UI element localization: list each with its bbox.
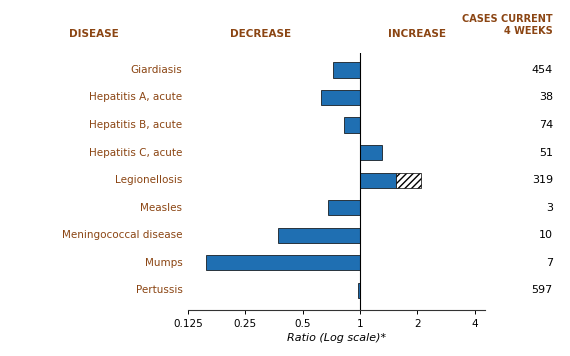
Text: 7: 7 bbox=[546, 258, 553, 268]
Text: 38: 38 bbox=[539, 93, 553, 103]
Text: INCREASE: INCREASE bbox=[388, 29, 446, 39]
Text: CASES CURRENT
4 WEEKS: CASES CURRENT 4 WEEKS bbox=[462, 14, 553, 36]
Text: Hepatitis C, acute: Hepatitis C, acute bbox=[89, 148, 182, 158]
Bar bbox=[333, 62, 360, 78]
X-axis label: Ratio (Log scale)*: Ratio (Log scale)* bbox=[287, 333, 386, 343]
Text: 454: 454 bbox=[532, 65, 553, 75]
Text: Mumps: Mumps bbox=[145, 258, 182, 268]
Bar bbox=[320, 90, 360, 105]
Text: 74: 74 bbox=[539, 120, 553, 130]
Bar bbox=[357, 283, 360, 298]
Bar bbox=[396, 173, 421, 188]
Text: Hepatitis A, acute: Hepatitis A, acute bbox=[89, 93, 182, 103]
Bar bbox=[328, 200, 360, 215]
Text: Meningococcal disease: Meningococcal disease bbox=[62, 230, 182, 240]
Text: Hepatitis B, acute: Hepatitis B, acute bbox=[89, 120, 182, 130]
Text: 3: 3 bbox=[546, 203, 553, 213]
Text: 10: 10 bbox=[539, 230, 553, 240]
Bar bbox=[344, 117, 360, 133]
Bar bbox=[360, 173, 396, 188]
Text: Measles: Measles bbox=[140, 203, 182, 213]
Text: DISEASE: DISEASE bbox=[69, 29, 119, 39]
Bar bbox=[360, 145, 382, 160]
Bar bbox=[278, 228, 360, 243]
Text: DECREASE: DECREASE bbox=[230, 29, 291, 39]
Text: Giardiasis: Giardiasis bbox=[131, 65, 182, 75]
Text: 597: 597 bbox=[532, 286, 553, 295]
Bar bbox=[206, 255, 360, 271]
Text: Legionellosis: Legionellosis bbox=[115, 175, 182, 185]
Text: 319: 319 bbox=[532, 175, 553, 185]
Text: 51: 51 bbox=[539, 148, 553, 158]
Text: Pertussis: Pertussis bbox=[136, 286, 182, 295]
